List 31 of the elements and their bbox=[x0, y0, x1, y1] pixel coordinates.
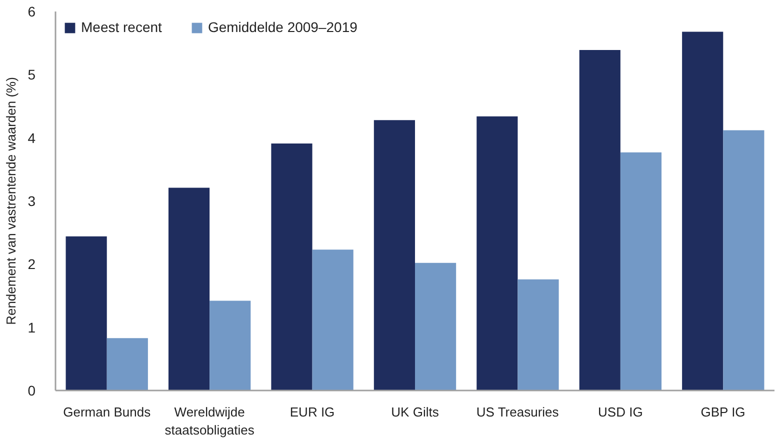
x-tick-label: EUR IG bbox=[290, 404, 335, 420]
bar bbox=[312, 250, 354, 390]
y-tick-label: 6 bbox=[28, 4, 36, 20]
y-tick-label: 0 bbox=[28, 382, 36, 398]
x-tick-label: Wereldwijde staatsobligaties bbox=[164, 404, 255, 438]
bar bbox=[620, 152, 662, 390]
bar bbox=[723, 130, 764, 390]
legend-label: Gemiddelde 2009–2019 bbox=[208, 19, 358, 35]
x-tick-label: UK Gilts bbox=[391, 404, 440, 420]
bar bbox=[210, 300, 251, 390]
x-tick-label: US Treasuries bbox=[476, 404, 560, 420]
y-tick-label: 1 bbox=[28, 319, 36, 336]
y-tick-label: 3 bbox=[28, 193, 36, 209]
y-tick-label: 2 bbox=[28, 256, 36, 272]
bar bbox=[579, 50, 620, 390]
x-tick-label: German Bunds bbox=[63, 404, 152, 420]
bar bbox=[374, 120, 415, 390]
y-tick-label: 5 bbox=[28, 66, 36, 83]
y-axis-title: Rendement van vastrentende waarden (%) bbox=[4, 77, 19, 325]
legend-label: Meest recent bbox=[81, 19, 162, 35]
y-tick-label: 4 bbox=[28, 130, 36, 146]
bar bbox=[66, 236, 107, 390]
bar bbox=[168, 188, 210, 390]
x-tick-label: USD IG bbox=[598, 404, 643, 420]
bar bbox=[476, 116, 518, 390]
bar bbox=[518, 279, 559, 390]
x-tick-label: GBP IG bbox=[700, 404, 746, 420]
bar bbox=[415, 262, 456, 390]
bar bbox=[682, 32, 724, 390]
bar bbox=[106, 338, 148, 390]
bar bbox=[271, 144, 312, 390]
